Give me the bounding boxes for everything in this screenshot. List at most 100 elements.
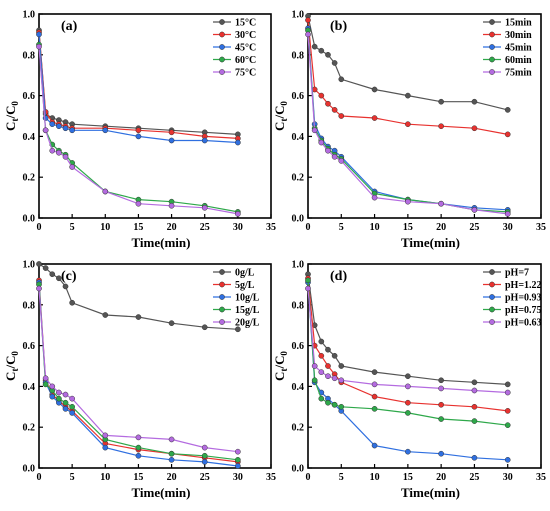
y-tick-label: 0.6 <box>23 91 36 102</box>
legend-marker <box>219 269 225 275</box>
data-point <box>331 153 338 160</box>
data-point <box>371 369 378 375</box>
legend-label: 15min <box>505 18 532 29</box>
data-point <box>504 211 511 217</box>
data-point <box>331 375 338 382</box>
data-point <box>438 385 444 392</box>
data-point <box>42 381 49 388</box>
data-point <box>504 131 511 138</box>
data-point <box>305 17 311 23</box>
plot-frame <box>307 263 542 469</box>
y-tick-label: 0.4 <box>23 382 36 393</box>
legend-marker <box>219 306 225 313</box>
x-tick-label: 20 <box>436 222 446 233</box>
data-point <box>405 198 411 205</box>
data-point <box>62 125 69 132</box>
data-point <box>135 314 142 320</box>
data-point <box>325 147 331 154</box>
data-point <box>168 450 175 457</box>
x-tick-label: 15 <box>403 222 413 233</box>
data-point <box>201 444 208 451</box>
data-point <box>168 129 175 136</box>
legend-label: 15°C <box>235 18 256 29</box>
data-point <box>69 395 75 402</box>
data-point <box>504 456 511 463</box>
legend-marker <box>489 319 495 325</box>
data-point <box>438 377 444 384</box>
legend-marker <box>219 281 225 288</box>
data-point <box>311 43 318 50</box>
data-point <box>69 127 75 134</box>
data-point <box>235 139 241 146</box>
x-tick-label: 25 <box>200 472 210 483</box>
y-tick-label: 0.2 <box>292 173 305 184</box>
legend-label: 30min <box>505 30 532 41</box>
data-point <box>168 436 175 443</box>
y-tick-label: 0.6 <box>292 341 305 352</box>
y-tick-label: 0.4 <box>23 132 36 143</box>
chart-panel-b: 0 5 10 15 20 25 30 35 0.0 0.2 0.4 0.6 0.8 1.0 Time(min… <box>272 10 546 251</box>
data-point <box>36 285 42 292</box>
x-tick-label: 20 <box>167 472 177 483</box>
data-point <box>69 410 75 416</box>
data-point <box>135 444 142 451</box>
data-point <box>338 113 345 119</box>
data-point <box>318 369 325 375</box>
data-point <box>371 442 378 449</box>
x-tick-label: 15 <box>403 472 413 483</box>
legend-marker <box>489 19 495 25</box>
x-tick-label: 35 <box>266 472 276 483</box>
series-line-2 <box>307 20 508 135</box>
y-tick-label: 0.0 <box>23 214 36 225</box>
x-tick-label: 30 <box>503 222 513 233</box>
data-point <box>42 127 49 134</box>
y-tick-label: 0.2 <box>23 173 36 184</box>
panel-label: (d) <box>330 269 347 284</box>
y-axis-title: Ct/C0 <box>3 101 20 131</box>
chart-panel-c: 0 5 10 15 20 25 30 35 0.0 0.2 0.4 0.6 0.8 1.0 Time(min… <box>3 260 276 501</box>
data-point <box>62 283 69 290</box>
x-tick-label: 0 <box>37 472 42 483</box>
data-point <box>338 403 345 410</box>
x-tick-label: 25 <box>200 222 210 233</box>
data-point <box>338 158 345 164</box>
x-tick-label: 10 <box>100 222 110 233</box>
data-point <box>311 377 318 384</box>
data-point <box>405 399 411 406</box>
data-point <box>56 275 62 282</box>
series-line-4 <box>307 30 508 213</box>
data-point <box>318 47 325 54</box>
legend-label: 10g/L <box>235 293 260 304</box>
data-point <box>56 123 62 130</box>
legend-marker <box>489 31 495 38</box>
legend-label: pH=1.22 <box>505 280 542 291</box>
y-tick-label: 0.2 <box>23 423 36 434</box>
data-point <box>168 456 175 463</box>
x-tick-label: 5 <box>70 222 75 233</box>
x-tick-label: 35 <box>536 222 546 233</box>
data-point <box>318 139 325 146</box>
data-point <box>201 459 208 465</box>
data-point <box>325 51 331 58</box>
y-tick-label: 1.0 <box>23 260 36 271</box>
data-point <box>235 463 241 469</box>
data-point <box>305 277 311 284</box>
data-point <box>62 399 69 406</box>
legend-label: 0g/L <box>235 268 255 279</box>
x-tick-label: 35 <box>536 472 546 483</box>
legend-marker <box>489 44 495 50</box>
panel-label: (c) <box>61 269 77 284</box>
y-tick-label: 0.6 <box>23 341 36 352</box>
y-tick-label: 0.0 <box>23 464 36 475</box>
data-point <box>49 121 56 128</box>
data-point <box>49 383 56 390</box>
y-tick-label: 0.8 <box>292 50 305 61</box>
y-tick-label: 1.0 <box>23 10 36 21</box>
x-axis-title: Time(min) <box>132 235 191 250</box>
data-point <box>318 92 325 99</box>
y-axis-title: Ct/C0 <box>3 351 20 381</box>
panel-label: (a) <box>61 19 78 34</box>
legend-marker <box>219 56 225 63</box>
data-point <box>371 86 378 93</box>
data-point <box>49 147 56 154</box>
